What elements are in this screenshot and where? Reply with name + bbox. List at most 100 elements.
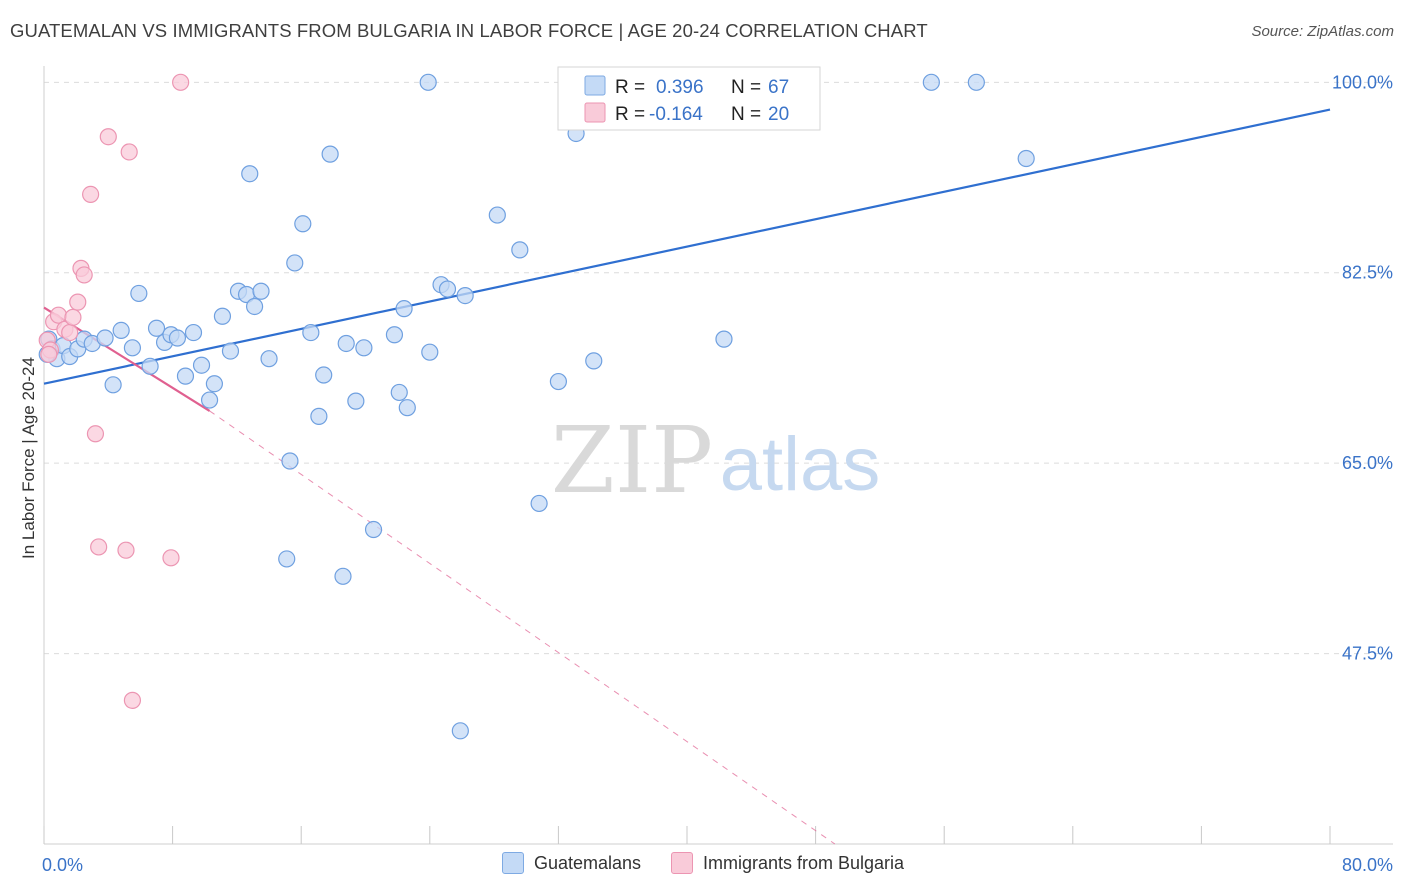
legend-r-value-2: -0.164 [649, 104, 703, 125]
point-guatemalans [347, 392, 365, 410]
point-bulgaria [86, 425, 105, 443]
legend-swatch-blue [584, 75, 606, 96]
legend-item-guatemalans[interactable]: Guatemalans [501, 852, 641, 874]
point-guatemalans [302, 323, 320, 342]
point-bulgaria [172, 73, 190, 91]
bottom-legend: Guatemalans Immigrants from Bulgaria [0, 852, 1406, 874]
point-bulgaria [117, 541, 135, 559]
legend-r-label-2: R = [615, 104, 645, 125]
point-bulgaria [99, 128, 117, 146]
point-guatemalans [176, 367, 195, 385]
point-bulgaria [123, 691, 142, 709]
point-guatemalans [286, 254, 304, 272]
axes [43, 66, 1393, 845]
point-guatemalans [213, 307, 232, 325]
point-guatemalans [456, 286, 474, 305]
point-guatemalans [241, 165, 259, 183]
point-guatemalans [221, 342, 240, 360]
point-guatemalans [310, 407, 328, 425]
legend-n-label-1: N = [731, 77, 761, 98]
tick-labels: 47.5% 65.0% 82.5% 100.0% 0.0% 80.0% [42, 72, 1393, 875]
watermark: ZIP atlas [551, 407, 880, 514]
point-bulgaria [40, 345, 58, 363]
legend-n-value-2: 20 [768, 104, 789, 125]
point-guatemalans [488, 206, 506, 224]
point-guatemalans [385, 326, 404, 344]
x-tick-label: 0.0% [42, 855, 83, 875]
point-guatemalans [278, 550, 296, 568]
point-guatemalans [245, 297, 264, 316]
point-guatemalans [398, 399, 416, 417]
point-guatemalans [205, 375, 223, 393]
point-guatemalans [1017, 149, 1035, 168]
point-guatemalans [184, 323, 203, 342]
point-bulgaria [90, 538, 108, 556]
point-guatemalans [585, 352, 603, 370]
point-bulgaria [61, 323, 79, 342]
point-guatemalans [364, 520, 383, 539]
y-tick-label: 65.0% [1342, 453, 1393, 473]
y-tick-label: 47.5% [1342, 644, 1393, 664]
point-bulgaria [64, 308, 82, 326]
point-bulgaria [120, 143, 138, 161]
legend-n-value-1: 67 [768, 77, 789, 98]
legend-swatch-bulgaria [671, 852, 693, 874]
chart-title: GUATEMALAN VS IMMIGRANTS FROM BULGARIA I… [10, 20, 928, 41]
point-guatemalans [130, 284, 148, 303]
point-guatemalans [252, 282, 270, 300]
point-guatemalans [168, 329, 187, 347]
point-guatemalans [334, 567, 352, 585]
y-tick-label: 82.5% [1342, 263, 1393, 283]
point-guatemalans [315, 366, 333, 384]
point-guatemalans [337, 334, 355, 353]
point-bulgaria [75, 266, 93, 284]
point-guatemalans [104, 376, 122, 394]
source-label: Source: ZipAtlas.com [1251, 23, 1394, 40]
legend-n-label-2: N = [731, 104, 761, 125]
watermark-zip: ZIP [551, 407, 713, 514]
point-guatemalans [147, 319, 166, 337]
point-guatemalans [192, 356, 211, 374]
point-guatemalans [421, 343, 439, 361]
point-bulgaria [69, 293, 87, 311]
point-guatemalans [395, 300, 413, 318]
watermark-atlas: atlas [720, 422, 881, 507]
point-guatemalans [123, 339, 142, 357]
point-guatemalans [390, 383, 408, 402]
gridlines [44, 81, 1393, 655]
legend-label-guatemalans: Guatemalans [533, 852, 641, 873]
point-guatemalans [321, 145, 339, 163]
legend-r-label-1: R = [615, 77, 645, 98]
data-points [38, 73, 1035, 740]
legend-r-value-1: 0.396 [656, 77, 704, 98]
legend-label-bulgaria: Immigrants from Bulgaria [703, 852, 905, 873]
point-guatemalans [922, 73, 940, 91]
point-guatemalans [967, 73, 985, 91]
legend-item-bulgaria[interactable]: Immigrants from Bulgaria [671, 852, 904, 874]
point-guatemalans [355, 339, 373, 357]
y-axis-label: In Labor Force | Age 20-24 [19, 357, 38, 559]
point-guatemalans [511, 241, 529, 259]
trend-line-guatemalans [43, 108, 1331, 385]
point-guatemalans [451, 722, 469, 740]
legend-swatch-pink [584, 102, 606, 123]
point-guatemalans [438, 280, 457, 298]
point-bulgaria [162, 549, 180, 567]
point-guatemalans [260, 350, 278, 368]
point-guatemalans [294, 215, 312, 233]
point-guatemalans [281, 452, 299, 470]
legend-swatch-guatemalans [501, 852, 524, 874]
point-guatemalans [112, 321, 130, 340]
point-guatemalans [96, 329, 114, 347]
point-guatemalans [141, 357, 159, 375]
point-guatemalans [200, 391, 219, 409]
point-bulgaria [82, 185, 100, 203]
x-tick-label: 80.0% [1342, 855, 1393, 875]
y-tick-label: 100.0% [1332, 72, 1393, 92]
point-guatemalans [530, 494, 548, 513]
point-guatemalans [549, 372, 568, 391]
point-guatemalans [715, 330, 733, 348]
correlation-legend: R = 0.396 N = 67 R = -0.164 N = 20 [557, 66, 821, 131]
point-guatemalans [419, 73, 437, 91]
